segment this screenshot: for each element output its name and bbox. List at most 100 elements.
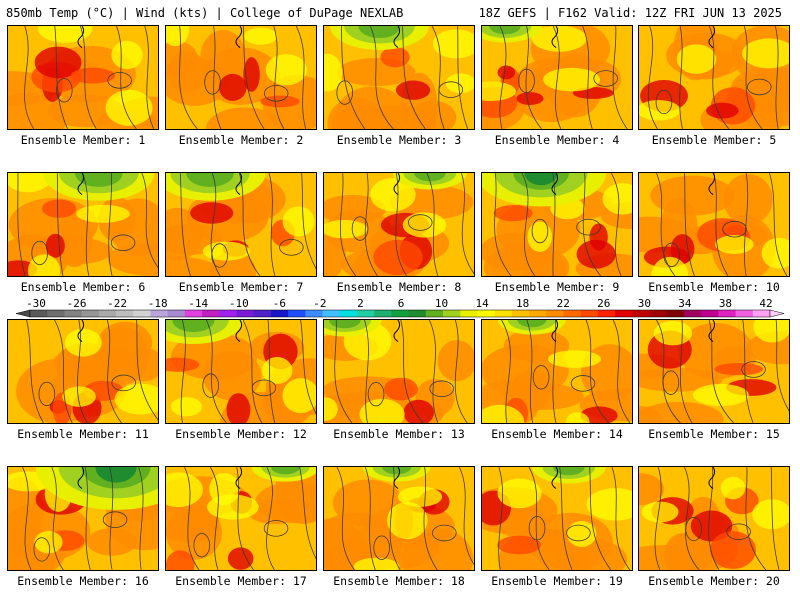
colorbar-swatch [460, 310, 478, 317]
colorbar-swatch [236, 310, 255, 317]
temp-warm-area [522, 246, 567, 276]
temp-mild-area [752, 499, 789, 530]
height-contour [585, 320, 610, 423]
colorbar-swatch [666, 310, 685, 317]
height-contour [340, 173, 357, 276]
ensemble-map-panel [7, 319, 159, 424]
temp-hot-core [576, 239, 616, 269]
height-contour [184, 467, 200, 570]
colorbar-swatch [47, 310, 65, 317]
closed-contour [55, 78, 73, 103]
height-contour [501, 320, 511, 423]
height-contour [647, 26, 658, 129]
height-contour [742, 320, 754, 423]
ensemble-map-panel [323, 25, 475, 130]
temp-cool-area [74, 173, 123, 187]
height-contour [770, 467, 780, 570]
colorbar-swatch [167, 310, 186, 317]
colorbar-swatch [718, 310, 736, 317]
valid-time: 18Z GEFS | F162 Valid: 12Z FRI JUN 13 20… [478, 6, 782, 20]
ensemble-member-label: Ensemble Member: 9 [494, 280, 620, 294]
height-contour [273, 26, 285, 129]
height-contour [389, 467, 401, 570]
ensemble-member-label: Ensemble Member: 18 [333, 574, 465, 588]
ensemble-map-panel [481, 25, 633, 130]
temp-mild-area [8, 173, 54, 193]
height-contour [423, 467, 438, 570]
colorbar-tick-label: -6 [273, 297, 286, 310]
height-contour [236, 467, 254, 570]
temp-hot-core [384, 377, 418, 401]
closed-contour [102, 511, 128, 528]
temp-warm-area [503, 329, 570, 363]
height-contour [84, 467, 91, 570]
height-contour [552, 173, 556, 276]
temp-hot-core [706, 102, 739, 119]
closed-contour [107, 72, 132, 89]
closed-contour [726, 523, 751, 540]
coastline [235, 26, 243, 48]
height-contour [213, 26, 222, 129]
ensemble-map-panel [481, 172, 633, 277]
ensemble-map-panel [165, 25, 317, 130]
temp-mild-area [432, 29, 474, 59]
height-contour [745, 467, 767, 570]
coastline [77, 26, 85, 48]
closed-contour [204, 70, 221, 95]
temp-mild-area [114, 383, 158, 415]
height-contour [431, 26, 445, 129]
colorbar-swatch [98, 310, 117, 317]
height-contour [336, 467, 355, 570]
temp-hot-core [226, 393, 251, 423]
temp-warm-area [639, 406, 663, 423]
temp-hot-core [589, 223, 608, 251]
height-contour [582, 26, 593, 129]
ensemble-map-panel [323, 172, 475, 277]
temp-hot-core [580, 406, 618, 423]
closed-contour [685, 516, 703, 542]
colorbar-swatch [632, 310, 650, 317]
height-contour [341, 26, 366, 129]
temp-warm-area [97, 321, 153, 365]
ensemble-map-panel [165, 466, 317, 571]
height-contour [116, 26, 137, 129]
closed-contour [663, 242, 680, 267]
ensemble-map-panel [165, 172, 317, 277]
height-contour [24, 26, 35, 129]
colorbar-swatch [219, 310, 237, 317]
temp-mild-area [105, 89, 153, 126]
colorbar-swatch [305, 310, 323, 317]
temp-mild-area [653, 320, 693, 346]
colorbar-swatch [615, 310, 633, 317]
colorbar-swatch [202, 310, 220, 317]
closed-contour [110, 234, 136, 252]
closed-contour [279, 239, 304, 256]
height-contour [144, 26, 155, 129]
colorbar-tick-label: 42 [759, 297, 772, 310]
colorbar-arrow-left [15, 309, 31, 318]
height-contour [301, 173, 316, 270]
height-contour [684, 173, 695, 276]
height-contour [179, 26, 198, 129]
temp-hot-core [70, 67, 116, 84]
height-contour [612, 26, 628, 129]
temp-mild-area [265, 54, 307, 86]
height-contour [589, 467, 612, 570]
closed-contour [518, 68, 535, 94]
ensemble-map-panel [7, 172, 159, 277]
height-contour [428, 320, 439, 423]
height-contour [266, 467, 275, 570]
temp-mild-area [397, 486, 443, 507]
height-contour [457, 26, 469, 129]
temp-hot-core [190, 202, 234, 224]
temp-warm-area [723, 174, 773, 225]
colorbar-tick-label: -10 [229, 297, 249, 310]
coastline [393, 320, 401, 342]
colorbar-swatch [150, 310, 169, 317]
ensemble-member-label: Ensemble Member: 7 [178, 280, 304, 294]
temp-cool-area [517, 320, 547, 328]
height-contour [267, 320, 276, 423]
height-contour [499, 26, 507, 129]
closed-contour [531, 218, 549, 244]
coastline [77, 320, 85, 342]
